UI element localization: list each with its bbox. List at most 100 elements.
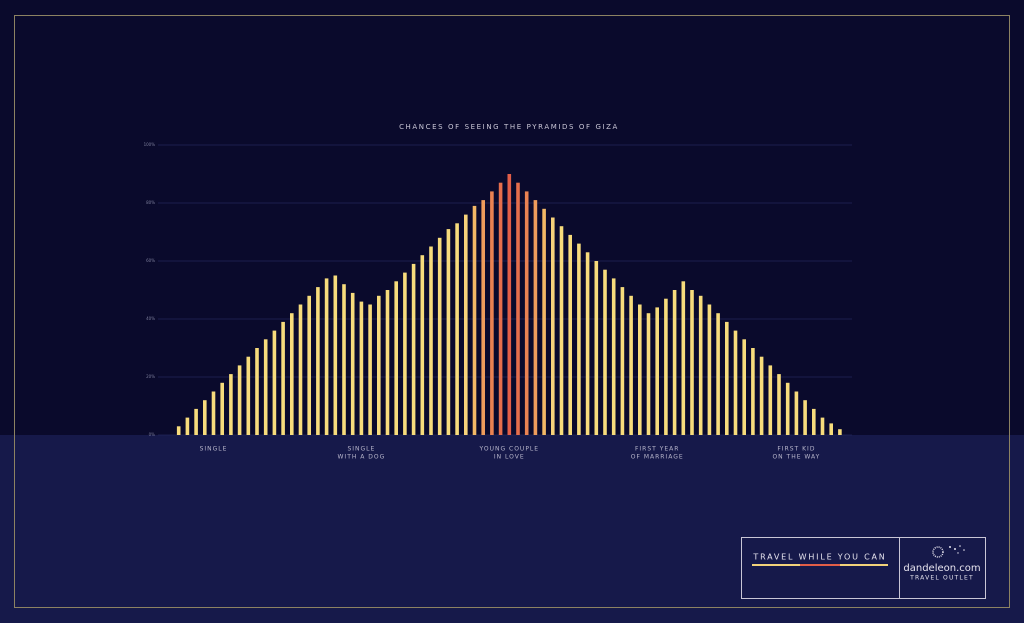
bar — [342, 284, 346, 435]
bar — [568, 234, 572, 435]
bar — [176, 426, 181, 435]
bar — [350, 292, 355, 435]
bar — [759, 356, 764, 435]
bar — [603, 269, 607, 435]
x-tick-label: FIRST YEAR — [635, 446, 680, 453]
bar — [272, 330, 277, 435]
bar — [611, 278, 616, 435]
bar — [472, 205, 477, 435]
bar — [237, 365, 242, 435]
bar — [533, 200, 538, 435]
bar — [524, 191, 529, 435]
bar — [298, 304, 303, 435]
tagline: TRAVEL WHILE YOU CAN — [752, 553, 886, 562]
frame — [14, 15, 1010, 608]
bar — [229, 374, 233, 435]
bar — [411, 263, 416, 435]
bar — [403, 272, 407, 435]
x-tick-label: SINGLE — [347, 446, 375, 453]
bar — [655, 307, 659, 435]
bar — [690, 290, 694, 435]
bar — [194, 408, 198, 435]
bar — [316, 287, 320, 435]
bar — [812, 408, 816, 435]
bar — [768, 365, 773, 435]
bar — [211, 391, 216, 435]
bar — [638, 304, 642, 435]
bar — [551, 217, 555, 435]
bar — [203, 400, 207, 435]
background-bottom — [0, 435, 1024, 623]
bar — [646, 313, 651, 435]
x-tick-label: SINGLE — [200, 446, 228, 453]
bar — [785, 382, 790, 435]
bar — [420, 255, 425, 435]
y-tick-label: 20% — [146, 374, 155, 379]
background-top — [0, 0, 1024, 435]
bar — [542, 208, 546, 435]
bar — [794, 391, 799, 435]
bar — [672, 290, 677, 435]
bar — [220, 382, 224, 435]
bar — [429, 246, 433, 435]
bar — [185, 417, 190, 435]
bar — [629, 295, 633, 435]
bar — [733, 330, 738, 435]
bar — [838, 429, 842, 435]
bar — [751, 348, 755, 435]
bar — [777, 374, 781, 435]
y-tick-label: 0% — [149, 432, 156, 437]
bar — [446, 229, 451, 435]
bar — [742, 339, 746, 435]
bar — [698, 295, 703, 435]
bar — [507, 174, 512, 435]
bar — [664, 298, 668, 435]
x-tick-label: OF MARRIAGE — [631, 454, 684, 461]
brand: dandeleon.com — [903, 563, 980, 574]
bar — [681, 281, 686, 435]
bar — [255, 348, 259, 435]
bar — [707, 304, 712, 435]
x-tick-label: YOUNG COUPLE — [479, 446, 540, 453]
x-tick-label: ON THE WAY — [772, 454, 820, 461]
bar — [385, 290, 390, 435]
bar — [481, 200, 485, 435]
y-tick-label: 60% — [146, 258, 155, 263]
y-tick-label: 40% — [146, 316, 155, 321]
bar — [577, 243, 581, 435]
bar — [324, 278, 329, 435]
bar — [829, 423, 833, 435]
bar — [516, 182, 520, 435]
y-tick-label: 80% — [146, 200, 155, 205]
x-tick-label: WITH A DOG — [338, 454, 386, 461]
bar — [620, 287, 625, 435]
bar — [359, 301, 364, 435]
bar — [559, 226, 564, 435]
bar — [585, 252, 590, 435]
logo-box — [741, 537, 986, 599]
dandelion-icon — [932, 545, 965, 558]
bar — [307, 295, 311, 435]
bar — [594, 261, 599, 435]
bar — [455, 223, 459, 435]
bar — [437, 237, 442, 435]
bar — [498, 182, 503, 435]
bar — [368, 304, 372, 435]
bar — [394, 281, 398, 435]
y-tick-label: 100% — [144, 142, 156, 147]
brand-sub: TRAVEL OUTLET — [909, 575, 974, 582]
chart-title: CHANCES OF SEEING THE PYRAMIDS OF GIZA — [399, 123, 619, 131]
bar — [725, 321, 729, 435]
x-tick-label: FIRST KID — [777, 446, 815, 453]
bar — [281, 321, 285, 435]
x-tick-label: IN LOVE — [494, 454, 525, 461]
bar — [263, 339, 268, 435]
bar — [490, 191, 494, 435]
bar — [716, 313, 720, 435]
bar — [333, 275, 338, 435]
bar — [820, 417, 825, 435]
bar — [290, 313, 294, 435]
bar — [377, 295, 381, 435]
